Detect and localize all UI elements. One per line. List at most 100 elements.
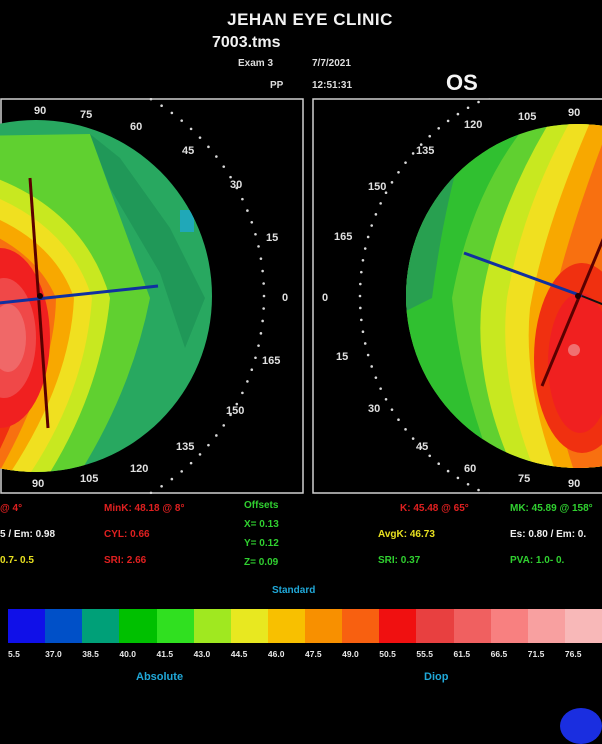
left-deg-0: 0	[282, 292, 288, 304]
scale-swatch	[119, 609, 156, 643]
right-deg-165: 165	[334, 231, 352, 243]
degree-tick	[171, 112, 174, 115]
scale-swatch	[268, 609, 305, 643]
left-pva-reading: 0.7- 0.5	[0, 555, 34, 566]
degree-tick	[404, 428, 407, 431]
degree-tick	[180, 119, 183, 122]
degree-tick	[222, 165, 225, 168]
degree-tick	[261, 270, 264, 273]
left-deg-135: 135	[176, 441, 194, 453]
right-avgk-reading: AvgK: 46.73	[378, 529, 435, 540]
scale-value: 46.0	[268, 649, 305, 659]
corner-button[interactable]	[560, 708, 602, 744]
left-deg-45: 45	[182, 145, 194, 157]
scale-value: 44.5	[231, 649, 268, 659]
offset-z: Z= 0.09	[244, 557, 278, 568]
degree-tick	[250, 221, 253, 224]
left-deg-75: 75	[80, 109, 92, 121]
left-es-em-reading: 5 / Em: 0.98	[0, 529, 55, 540]
degree-tick	[207, 146, 210, 149]
degree-tick	[477, 489, 480, 492]
degree-tick	[257, 344, 260, 347]
degree-tick	[467, 106, 470, 109]
right-deg-135: 135	[416, 145, 434, 157]
scale-value: 5.5	[8, 649, 45, 659]
scale-value: 71.5	[528, 649, 565, 659]
degree-tick	[412, 152, 415, 155]
color-scale-bar	[8, 609, 602, 643]
left-k-reading: @ 4°	[0, 503, 22, 514]
degree-tick	[428, 455, 431, 458]
scale-value: 49.0	[342, 649, 379, 659]
degree-tick	[362, 259, 365, 262]
exam-date: 7/7/2021	[312, 58, 351, 69]
left-deg-105: 105	[80, 473, 98, 485]
left-deg-90-top: 90	[34, 105, 46, 117]
left-topography-map[interactable]: 90 75 60 45 30 15 0 165 150 135 120 105 …	[0, 98, 306, 494]
scale-swatch	[491, 609, 528, 643]
scale-swatch	[231, 609, 268, 643]
degree-tick	[397, 418, 400, 421]
scale-value: 38.5	[82, 649, 119, 659]
degree-tick	[260, 257, 263, 260]
left-sri-reading: SRI: 2.66	[104, 555, 146, 566]
degree-tick	[246, 209, 249, 212]
degree-tick	[261, 320, 264, 323]
degree-tick	[477, 101, 480, 104]
degree-tick	[367, 236, 370, 239]
degree-tick	[262, 307, 265, 310]
degree-tick	[379, 202, 382, 205]
clinic-title: JEHAN EYE CLINIC	[0, 10, 602, 30]
exam-time: 12:51:31	[312, 80, 352, 91]
scale-swatch	[379, 609, 416, 643]
degree-tick	[404, 161, 407, 164]
eye-label: OS	[446, 70, 478, 96]
right-deg-0: 0	[322, 292, 328, 304]
degree-tick	[447, 120, 450, 123]
diopter-scale-label[interactable]: Diop	[424, 671, 448, 683]
left-deg-60: 60	[130, 121, 142, 133]
scale-swatch	[416, 609, 453, 643]
degree-tick	[370, 365, 373, 368]
degree-tick	[199, 136, 202, 139]
scale-swatch	[8, 609, 45, 643]
right-deg-45: 45	[416, 441, 428, 453]
right-es-em-reading: Es: 0.80 / Em: 0.	[510, 529, 586, 540]
right-deg-90-top: 90	[568, 107, 580, 119]
scale-swatch	[157, 609, 194, 643]
right-deg-15: 15	[336, 351, 348, 363]
degree-tick	[359, 283, 362, 286]
right-deg-30: 30	[368, 403, 380, 415]
offsets-title: Offsets	[244, 500, 278, 511]
right-deg-150: 150	[368, 181, 386, 193]
right-mk-reading: MK: 45.89 @ 158°	[510, 503, 593, 514]
scale-value: 66.5	[491, 649, 528, 659]
degree-tick	[385, 398, 388, 401]
degree-tick	[254, 356, 257, 359]
degree-tick	[254, 233, 257, 236]
degree-tick	[428, 135, 431, 138]
right-topography-map[interactable]: 120 105 90 135 150 165 0 15 30 45 60 75 …	[312, 98, 602, 494]
scale-mode-label[interactable]: Standard	[272, 585, 315, 596]
degree-tick	[160, 485, 163, 488]
degree-tick	[150, 98, 153, 100]
scale-swatch	[45, 609, 82, 643]
absolute-scale-label[interactable]: Absolute	[136, 671, 183, 683]
degree-tick	[391, 181, 394, 184]
offset-y: Y= 0.12	[244, 538, 279, 549]
right-deg-60: 60	[464, 463, 476, 475]
degree-tick	[241, 198, 244, 201]
degree-tick	[437, 462, 440, 465]
scale-swatch	[565, 609, 602, 643]
right-map-heatmap	[392, 118, 602, 488]
degree-tick	[250, 368, 253, 371]
degree-tick	[379, 387, 382, 390]
scale-value: 50.5	[379, 649, 416, 659]
right-sri-reading: SRI: 0.37	[378, 555, 420, 566]
degree-tick	[359, 295, 362, 298]
degree-tick	[412, 437, 415, 440]
offset-x: X= 0.13	[244, 519, 279, 530]
degree-tick	[190, 462, 193, 465]
right-deg-75: 75	[518, 473, 530, 485]
scale-value: 55.5	[416, 649, 453, 659]
